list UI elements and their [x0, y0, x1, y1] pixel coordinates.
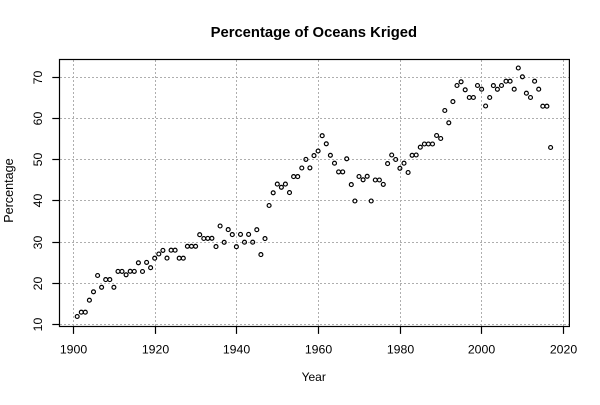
- svg-text:70: 70: [31, 71, 45, 85]
- svg-text:1900: 1900: [60, 343, 88, 357]
- svg-text:1920: 1920: [142, 343, 170, 357]
- svg-text:1980: 1980: [387, 343, 415, 357]
- svg-text:Percentage of Oceans Kriged: Percentage of Oceans Kriged: [211, 25, 417, 41]
- svg-text:30: 30: [31, 236, 45, 250]
- svg-text:50: 50: [31, 153, 45, 167]
- svg-text:20: 20: [31, 277, 45, 291]
- svg-text:60: 60: [31, 112, 45, 126]
- svg-text:2020: 2020: [550, 343, 578, 357]
- svg-text:2000: 2000: [468, 343, 496, 357]
- svg-text:1960: 1960: [305, 343, 333, 357]
- svg-text:Year: Year: [302, 370, 326, 384]
- svg-text:40: 40: [31, 194, 45, 208]
- svg-text:Percentage: Percentage: [2, 158, 16, 222]
- svg-text:1940: 1940: [223, 343, 251, 357]
- svg-text:10: 10: [31, 318, 45, 332]
